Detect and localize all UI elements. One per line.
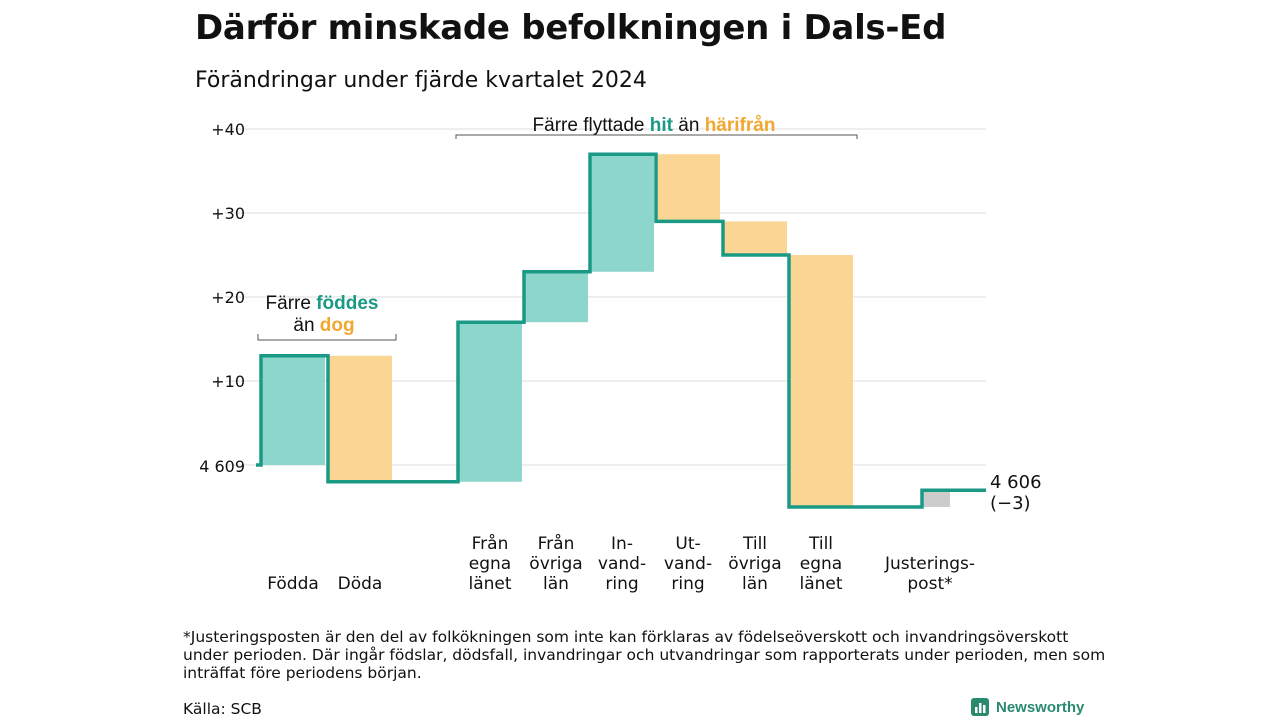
category-label: län: [742, 574, 768, 594]
category-label: Döda: [338, 574, 383, 594]
category-label: vand-: [664, 554, 712, 574]
category-label: Från: [472, 533, 509, 554]
category-label: Födda: [267, 574, 319, 594]
category-label: länet: [468, 574, 511, 594]
bar-decrease: [789, 255, 853, 507]
population-step-line: [256, 152, 986, 509]
category-label: post*: [907, 574, 952, 594]
bar-decrease: [723, 221, 787, 255]
bars: [261, 154, 950, 507]
category-label: Justerings-: [884, 554, 975, 574]
births-annotation-line2: än dog: [293, 315, 354, 336]
category-label: Till: [808, 534, 833, 554]
y-tick-label: +30: [211, 204, 245, 223]
step-lines: [256, 152, 986, 509]
y-tick-label: +20: [211, 288, 245, 307]
births-deaths-annotation: Färre föddes än dog: [257, 293, 397, 341]
bar-increase: [261, 355, 325, 465]
y-tick-label: +10: [211, 372, 245, 391]
chart-title: Därför minskade befolkningen i Dals-Ed: [195, 8, 947, 48]
brand-name: Newsworthy: [996, 698, 1085, 716]
category-label: egna: [469, 554, 511, 574]
category-label: vand-: [598, 554, 646, 574]
bar-increase: [524, 271, 588, 323]
bar-adjustment: [922, 490, 950, 507]
category-label: ring: [671, 574, 704, 594]
y-tick-label: +40: [211, 120, 245, 139]
bar-decrease: [656, 154, 720, 222]
category-label: Från: [538, 533, 575, 554]
bar-decrease: [328, 355, 392, 482]
start-value-label: 4 609: [199, 457, 245, 476]
chart-subtitle: Förändringar under fjärde kvartalet 2024: [195, 68, 647, 93]
bar-increase: [458, 322, 522, 482]
births-annotation-line1: Färre föddes: [266, 293, 379, 314]
bar-increase: [590, 154, 654, 272]
migration-bracket: [455, 134, 858, 139]
brand-logo[interactable]: Newsworthy: [970, 697, 1084, 717]
migration-annotation: Färre flyttade hit än härifrån: [455, 115, 858, 139]
category-label: egna: [800, 554, 842, 574]
category-label: länet: [799, 574, 842, 594]
end-value-label: 4 606: [990, 472, 1042, 493]
category-label: län: [543, 574, 569, 594]
category-label: övriga: [529, 554, 582, 574]
footnote: *Justeringsposten är den del av folkökni…: [183, 628, 1106, 682]
category-label: Till: [742, 534, 767, 554]
newsworthy-icon: [971, 698, 989, 716]
end-change-label: (−3): [990, 493, 1031, 514]
source: Källa: SCB: [183, 700, 262, 718]
category-label: övriga: [728, 554, 781, 574]
category-label: Ut-: [675, 534, 700, 554]
category-label: In-: [611, 534, 633, 554]
births-bracket: [257, 334, 397, 341]
category-label: ring: [605, 574, 638, 594]
migration-annotation-text: Färre flyttade hit än härifrån: [533, 115, 776, 136]
